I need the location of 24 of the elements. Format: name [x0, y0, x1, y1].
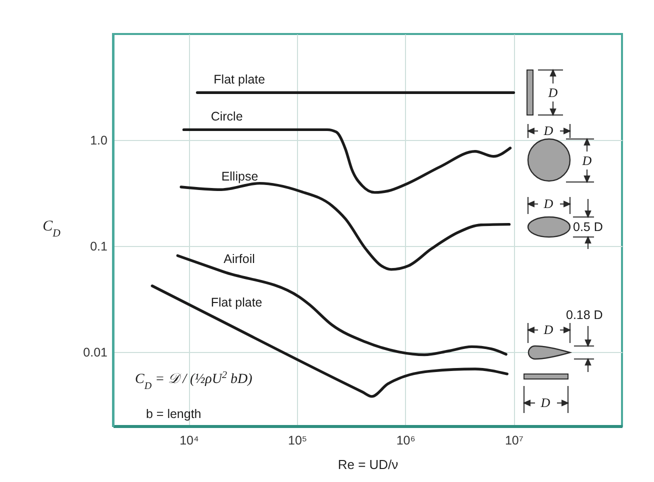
annotation: D: [540, 395, 551, 410]
annotation: D: [542, 123, 554, 138]
series-label: Ellipse: [221, 170, 258, 184]
annotation: D: [542, 196, 554, 211]
y-axis-title: C$_{D}$: [42, 218, 61, 240]
x-tick-label: 10⁵: [288, 434, 308, 448]
annotation: C$_{D}$ = 𝒟 / (½ρU$^{2}$ bD): [135, 370, 253, 392]
annotation: D: [542, 322, 554, 337]
y-tick-label: 0.01: [83, 345, 108, 360]
series-label: Circle: [210, 110, 243, 124]
annotation: 0.5 D: [573, 220, 603, 234]
x-tick-label: 10⁷: [504, 434, 524, 448]
x-axis-title: Re = UD/ν: [338, 457, 398, 472]
x-tick-label: 10⁴: [180, 434, 199, 448]
annotation: D: [581, 153, 592, 168]
series-label: Flat plate: [210, 296, 262, 310]
y-tick-label: 1.0: [90, 133, 108, 148]
series-label: Flat plate: [214, 72, 266, 87]
x-tick-label: 10⁶: [396, 434, 416, 448]
annotation: 0.18 D: [566, 308, 603, 322]
series-label: Airfoil: [224, 252, 255, 266]
annotation: b = length: [146, 407, 202, 421]
y-tick-label: 0.1: [90, 239, 108, 254]
annotation: D: [547, 85, 558, 100]
